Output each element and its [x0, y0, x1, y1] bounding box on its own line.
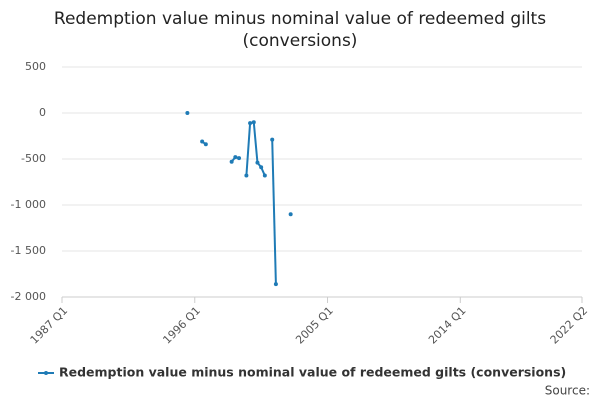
point: [229, 159, 234, 164]
x-tick-label: 1996 Q1: [160, 304, 203, 347]
point: [259, 165, 264, 170]
x-tick-label: 2014 Q1: [426, 304, 469, 347]
y-tick-label: -2 000: [11, 290, 46, 303]
legend-swatch-dot: [44, 371, 48, 375]
point: [200, 139, 205, 144]
point: [270, 137, 275, 142]
point: [244, 173, 249, 178]
legend-label: Redemption value minus nominal value of …: [59, 365, 566, 380]
point: [255, 160, 260, 165]
point: [185, 111, 190, 115]
point: [237, 156, 242, 161]
point: [251, 120, 256, 125]
point: [273, 282, 278, 287]
source: Source:: [545, 384, 590, 398]
point: [203, 142, 208, 147]
chart-title: Redemption value minus nominal value of …: [53, 9, 547, 51]
point: [288, 212, 293, 217]
point: [248, 121, 253, 126]
point: [233, 155, 238, 160]
x-tick-label: 2022 Q2: [548, 304, 591, 347]
y-tick-label: -1 500: [11, 244, 46, 257]
y-tick-label: -500: [21, 152, 46, 165]
y-tick-label: -1 000: [11, 198, 46, 211]
y-tick-label: 0: [39, 106, 46, 119]
x-tick-label: 1987 Q1: [28, 304, 71, 347]
x-tick-label: 2005 Q1: [293, 304, 336, 347]
point: [262, 173, 267, 178]
line: [271, 139, 277, 285]
y-tick-label: 500: [25, 60, 46, 73]
